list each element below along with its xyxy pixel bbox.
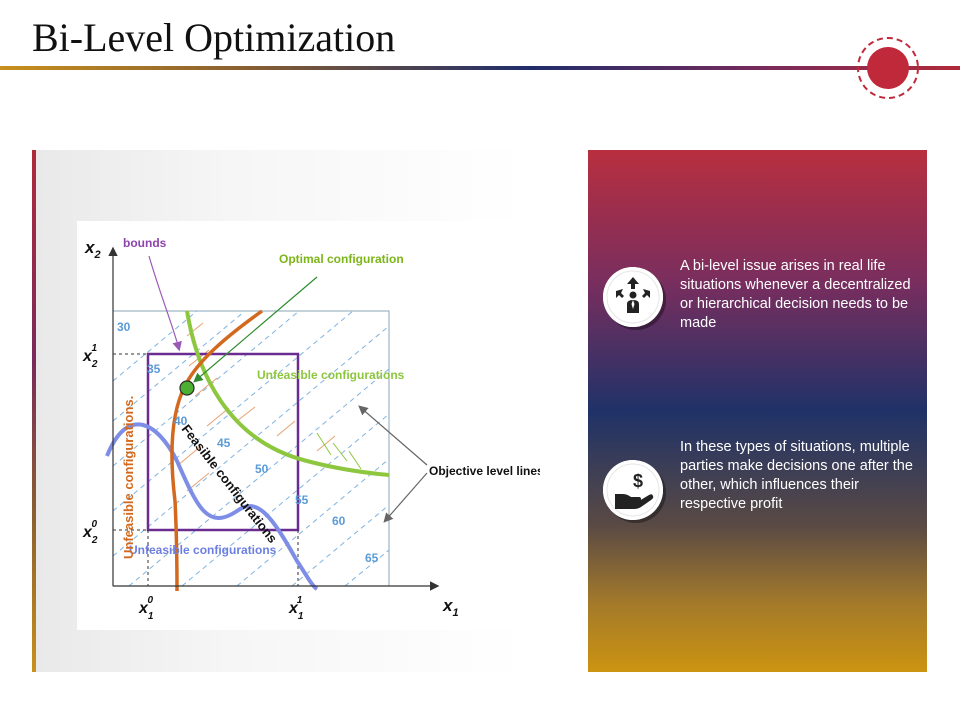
optimal-point [179, 380, 195, 396]
unfeasible-bottom-label: Unfeasible configurations [129, 543, 277, 557]
info-panel [588, 150, 927, 672]
tick-x2-1: x21 [82, 343, 98, 370]
lower-bound-curve [105, 422, 319, 591]
unfeasible-left-label: Unfeasible configurations. [121, 396, 136, 559]
y-axis-label: x2 [84, 238, 101, 261]
profit-icon-circle: $ [603, 460, 663, 520]
bounds-label: bounds [123, 236, 167, 250]
optimal-pointer [193, 276, 318, 383]
level-value: 40 [174, 414, 188, 428]
objective-level-lines-label: Objective level lines [429, 464, 540, 478]
hand-holding-dollar-icon: $ [603, 460, 663, 520]
optimal-configuration-label: Optimal configuration [279, 252, 404, 266]
x-axis-label: x1 [442, 596, 459, 619]
bilevel-diagram: x2 x1 x10 x11 x21 x20 30 35 40 45 50 55 … [77, 221, 544, 630]
tick-x1-1: x11 [288, 595, 304, 622]
tick-x1-0: x10 [138, 595, 154, 622]
info-item-1-text: A bi-level issue arises in real life sit… [680, 258, 911, 331]
level-value: 50 [255, 462, 269, 476]
level-value: 45 [217, 436, 231, 450]
level-value: 55 [295, 493, 309, 507]
objective-level-lines [113, 311, 389, 586]
feasible-box [146, 352, 300, 532]
slide-title: Bi-Level Optimization [32, 15, 396, 60]
constraint-curve [170, 309, 264, 592]
decision-icon-circle [603, 267, 663, 327]
tick-x2-0: x20 [82, 519, 98, 546]
level-value: 60 [332, 514, 346, 528]
level-value: 30 [117, 320, 131, 334]
diagram-accent-bar [32, 150, 36, 672]
info-item-2-text: In these types of situations, multiple p… [680, 439, 913, 512]
title-underline [0, 66, 960, 70]
target-badge-icon [857, 37, 919, 99]
level-value: 65 [365, 551, 379, 565]
level-lines-pointer-upper [358, 405, 428, 466]
decision-arrows-person-icon [603, 267, 663, 327]
bounds-pointer [148, 255, 182, 352]
level-value: 35 [147, 362, 161, 376]
upper-bound-hatching [316, 432, 362, 470]
unfeasible-right-label: Unfeasible configurations [257, 368, 405, 382]
svg-text:$: $ [633, 471, 643, 491]
upper-bound-curve [185, 310, 390, 477]
level-values: 30 35 40 45 50 55 60 65 [117, 320, 379, 565]
level-lines-pointer-lower [383, 472, 428, 523]
